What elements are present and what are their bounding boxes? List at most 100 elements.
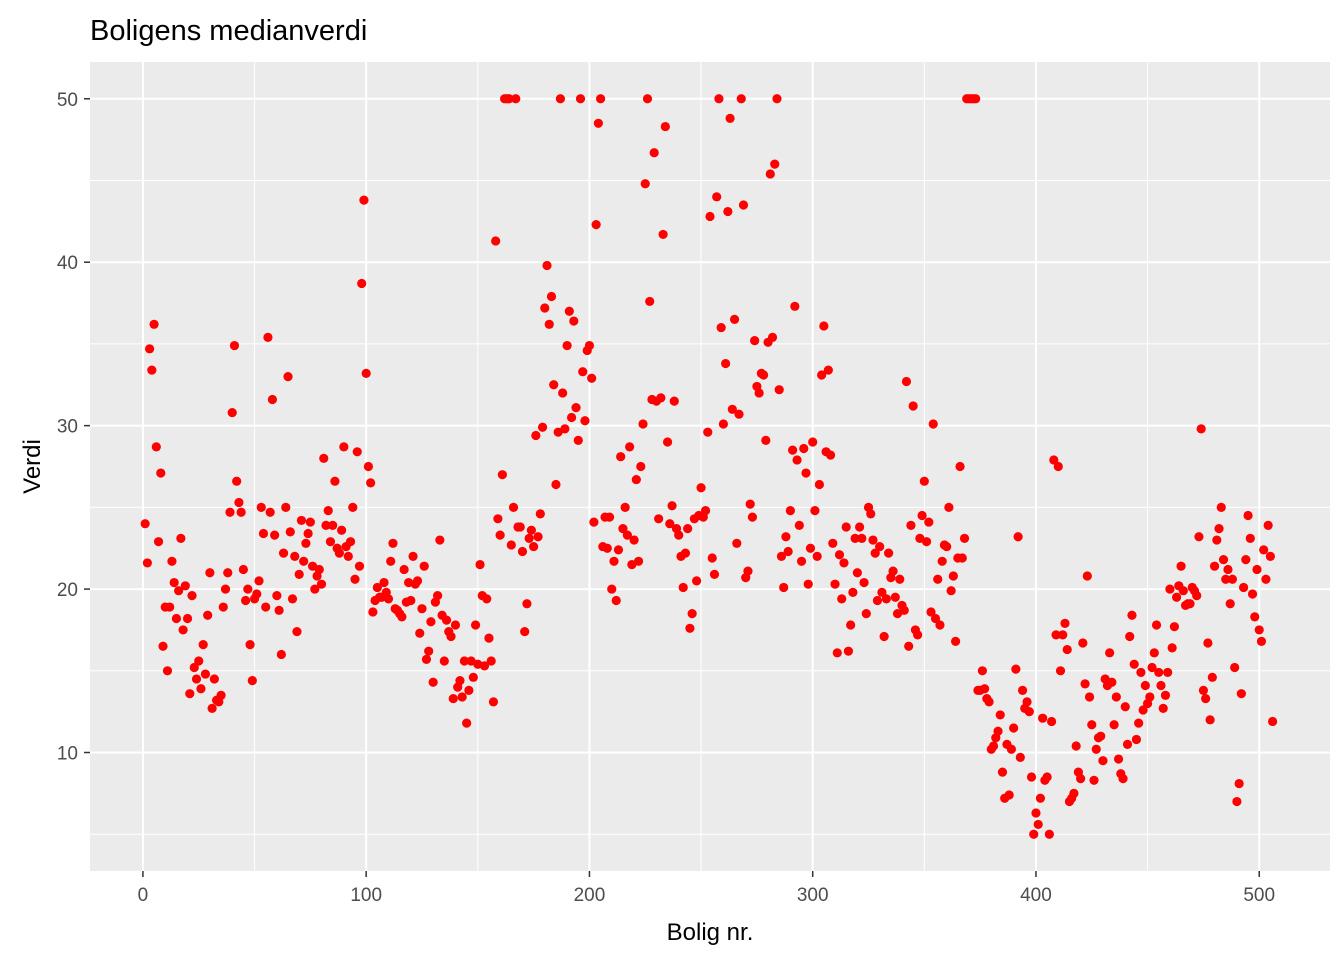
data-point	[511, 94, 521, 104]
data-point	[319, 453, 329, 463]
data-point	[1225, 599, 1235, 609]
data-point	[301, 538, 311, 548]
data-point	[631, 474, 641, 485]
data-point	[495, 530, 505, 540]
x-tick-label: 0	[138, 885, 149, 906]
data-point	[625, 442, 635, 452]
data-point	[1265, 551, 1275, 561]
data-point	[1221, 574, 1231, 584]
data-point	[1004, 790, 1014, 800]
data-point	[187, 591, 197, 601]
plot-panel	[90, 62, 1330, 871]
data-point	[819, 321, 829, 331]
data-point	[305, 517, 315, 527]
data-point	[245, 640, 255, 650]
data-point	[488, 697, 499, 707]
data-point	[580, 416, 590, 426]
data-point	[685, 623, 695, 633]
data-point	[754, 388, 764, 398]
data-point	[604, 512, 615, 522]
data-point	[1122, 739, 1133, 749]
data-point	[729, 314, 740, 325]
data-point	[564, 306, 574, 316]
data-point	[149, 319, 159, 329]
data-point	[412, 576, 423, 586]
data-point	[839, 558, 849, 568]
data-point	[569, 316, 579, 326]
data-point	[649, 148, 659, 158]
data-point	[1154, 667, 1164, 678]
data-point	[937, 556, 947, 566]
data-point	[247, 676, 257, 686]
data-point	[542, 260, 552, 271]
data-point	[225, 507, 235, 517]
data-point	[1256, 636, 1267, 646]
data-point	[1069, 788, 1079, 798]
data-point	[747, 512, 758, 522]
x-tick-label: 100	[350, 885, 382, 906]
data-point	[1049, 455, 1059, 465]
data-point	[272, 591, 282, 601]
data-point	[522, 599, 532, 609]
data-point	[919, 476, 929, 486]
data-point	[285, 527, 295, 537]
data-point	[1241, 555, 1251, 565]
data-point	[841, 522, 851, 532]
data-point	[596, 94, 606, 104]
data-point	[1053, 461, 1063, 472]
data-point	[877, 587, 887, 597]
data-point	[812, 551, 822, 561]
data-point	[852, 568, 862, 578]
data-point	[388, 538, 398, 548]
data-point	[162, 666, 173, 676]
data-point	[602, 543, 612, 553]
data-point	[566, 412, 577, 423]
data-point	[674, 530, 684, 540]
data-point	[334, 548, 344, 558]
data-point	[861, 608, 871, 619]
data-point	[738, 200, 749, 210]
x-tick-label: 500	[1243, 885, 1275, 906]
data-point	[238, 564, 248, 575]
data-point	[774, 385, 784, 395]
data-point	[732, 538, 742, 548]
data-point	[613, 545, 624, 555]
data-point	[352, 447, 362, 457]
data-point	[241, 595, 251, 606]
data-point	[493, 514, 503, 524]
data-point	[957, 553, 967, 563]
data-point	[924, 517, 934, 527]
data-point	[620, 502, 630, 512]
data-point	[1261, 574, 1271, 584]
data-point	[1151, 620, 1162, 630]
x-tick-label: 200	[574, 885, 606, 906]
data-point	[1169, 622, 1179, 632]
data-point	[203, 610, 213, 620]
data-point	[866, 509, 876, 519]
data-point	[479, 661, 490, 671]
data-point	[515, 522, 525, 532]
data-point	[283, 372, 293, 382]
data-point	[589, 517, 599, 527]
data-point	[419, 561, 429, 571]
data-point	[942, 541, 952, 552]
y-tick-label: 10	[57, 744, 78, 765]
data-point	[236, 507, 246, 517]
data-point	[1080, 679, 1090, 689]
data-point	[1015, 752, 1025, 763]
x-axis: 0 100 200 300 400 500	[138, 871, 1275, 906]
data-point	[276, 649, 286, 660]
data-point	[616, 452, 626, 462]
data-point	[446, 631, 456, 642]
data-point	[1245, 533, 1255, 544]
data-point	[700, 506, 711, 516]
data-point	[721, 358, 731, 369]
data-point	[560, 424, 570, 434]
data-point	[1227, 574, 1238, 584]
data-point	[209, 674, 219, 684]
data-point	[1017, 685, 1028, 696]
data-point	[546, 291, 557, 302]
data-point	[1071, 741, 1081, 751]
data-point	[1011, 664, 1021, 674]
data-point	[176, 533, 186, 544]
